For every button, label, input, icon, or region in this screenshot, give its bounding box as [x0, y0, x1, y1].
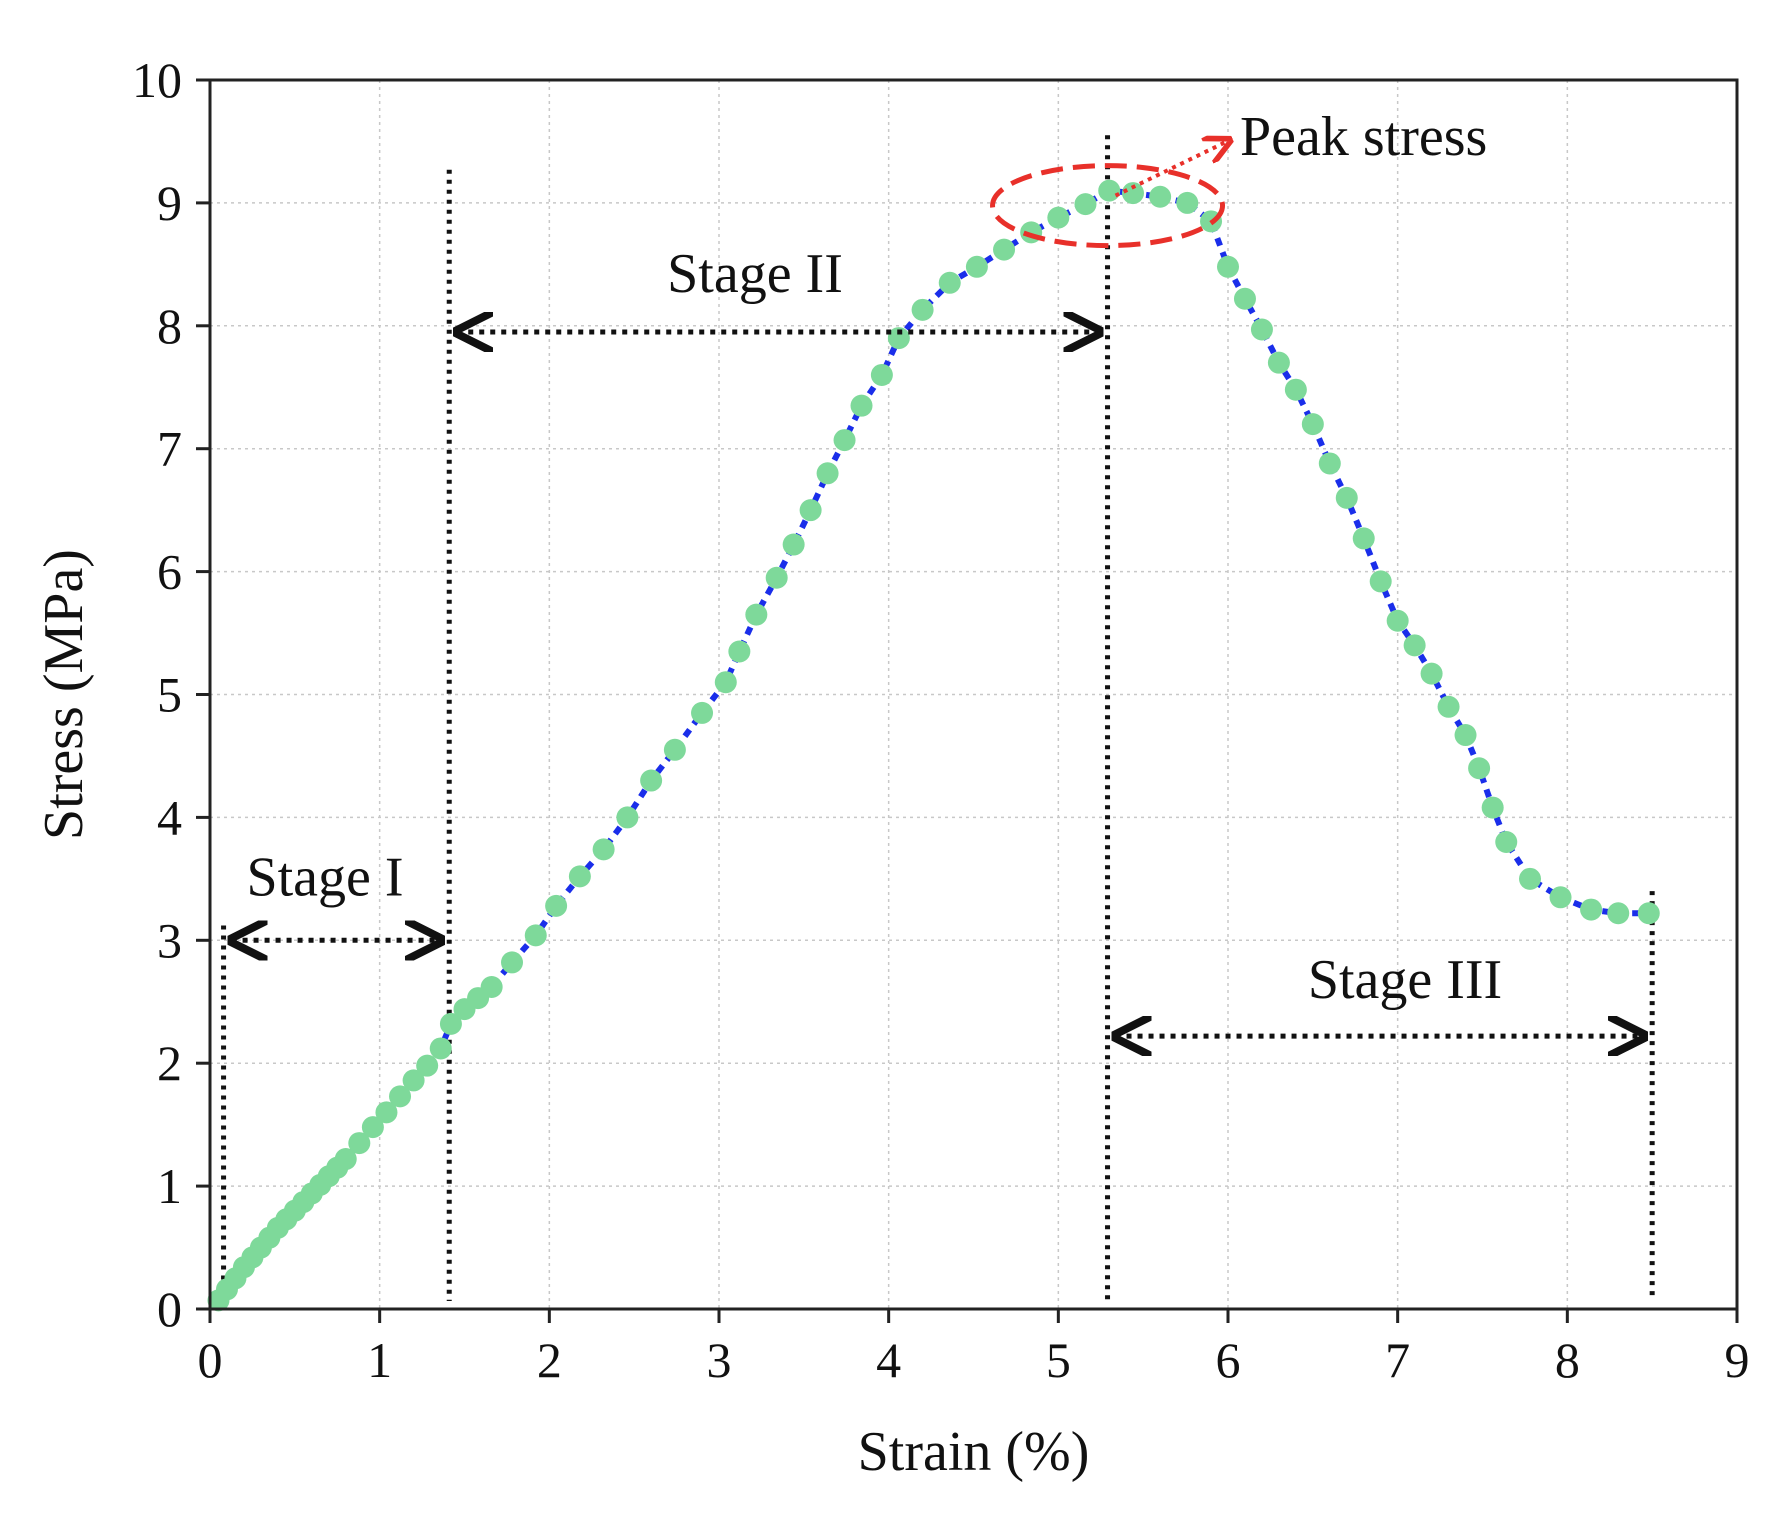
stage-label: Stage I	[246, 846, 403, 908]
data-point	[1580, 898, 1603, 921]
x-tick-label: 3	[707, 1332, 732, 1388]
data-point	[1047, 206, 1070, 229]
stage-label: Stage II	[667, 243, 843, 305]
data-point	[375, 1101, 398, 1124]
data-point	[799, 499, 822, 522]
data-point	[361, 1116, 384, 1139]
data-point	[1301, 413, 1324, 436]
series-line	[216, 187, 1649, 1303]
data-point	[1217, 255, 1239, 278]
data-point	[1352, 527, 1375, 550]
data-point	[1250, 318, 1273, 341]
y-tick-label: 3	[157, 912, 182, 968]
data-point	[1495, 830, 1518, 853]
data-point	[501, 951, 524, 974]
data-point	[1267, 351, 1290, 374]
data-point	[938, 271, 961, 294]
data-point	[833, 429, 856, 452]
data-point	[765, 566, 788, 589]
data-point	[816, 462, 839, 485]
x-axis-title: Strain (%)	[858, 1421, 1090, 1483]
y-tick-label: 6	[157, 544, 182, 600]
y-tick-label: 2	[157, 1035, 182, 1091]
data-point	[850, 394, 873, 417]
data-point	[782, 533, 805, 556]
data-point	[745, 603, 768, 626]
data-point	[1420, 662, 1443, 685]
data-point	[640, 769, 663, 792]
y-tick-label: 9	[157, 175, 182, 231]
x-tick-label: 9	[1725, 1332, 1750, 1388]
data-point	[389, 1085, 412, 1108]
stage-lines	[221, 135, 1655, 1301]
data-point	[1176, 191, 1199, 214]
data-point	[1149, 185, 1172, 208]
x-tick-label: 5	[1046, 1332, 1071, 1388]
peak-stress-label: Peak stress	[1240, 106, 1487, 168]
data-point	[568, 865, 591, 888]
data-point	[1386, 609, 1409, 632]
data-point	[1454, 724, 1477, 747]
data-point	[402, 1069, 425, 1092]
peak-ellipse	[990, 163, 1226, 249]
x-tick-label: 4	[876, 1332, 901, 1388]
data-point	[993, 238, 1016, 261]
data-point	[1074, 193, 1097, 216]
data-point	[439, 1012, 462, 1035]
y-tick-label: 1	[157, 1158, 182, 1214]
x-tick-label: 7	[1385, 1332, 1410, 1388]
data-point	[663, 738, 686, 761]
data-point	[1284, 378, 1307, 401]
data-point	[1121, 182, 1144, 205]
data-point	[1335, 486, 1358, 509]
y-axis-title: Stress (MPa)	[33, 549, 95, 840]
x-tick-label: 2	[537, 1332, 562, 1388]
data-point	[714, 671, 737, 694]
data-point	[1637, 902, 1660, 925]
data-points	[207, 179, 1660, 1312]
x-tick-label: 0	[198, 1332, 223, 1388]
x-axis: 0 1 2 3 4 5 6 7 8 9	[198, 1309, 1750, 1388]
y-tick-label: 7	[157, 421, 182, 477]
data-point	[1098, 179, 1121, 202]
y-tick-label: 5	[157, 667, 182, 723]
data-point	[728, 640, 751, 663]
annotations: Stage I Stage II Stage III Peak stress	[232, 106, 1645, 1036]
data-point	[592, 838, 615, 861]
data-point	[965, 255, 988, 278]
data-point	[1468, 757, 1491, 780]
data-point	[691, 701, 714, 724]
data-point	[1403, 634, 1426, 657]
stage-label: Stage III	[1308, 949, 1502, 1011]
data-point	[1233, 287, 1256, 310]
data-point	[545, 894, 568, 917]
data-point	[1437, 695, 1460, 718]
data-point	[1481, 796, 1504, 819]
data-point	[870, 363, 893, 386]
data-point	[429, 1037, 452, 1060]
y-axis: 0 1 2 3 4 5 6 7 8 9 10	[132, 52, 210, 1337]
data-point	[616, 806, 639, 829]
x-tick-label: 8	[1555, 1332, 1580, 1388]
data-point	[348, 1132, 371, 1155]
y-tick-label: 4	[157, 789, 182, 845]
y-tick-label: 8	[157, 298, 182, 354]
data-point	[1607, 902, 1630, 925]
peak-arrow	[1114, 140, 1230, 198]
x-tick-label: 1	[367, 1332, 392, 1388]
x-tick-label: 6	[1216, 1332, 1241, 1388]
data-point	[911, 298, 934, 321]
data-point	[1318, 452, 1341, 475]
data-point	[1549, 886, 1572, 909]
data-point	[334, 1148, 357, 1171]
data-point	[1369, 570, 1392, 593]
data-point	[416, 1054, 439, 1077]
data-point	[1519, 867, 1542, 890]
data-point	[524, 924, 547, 947]
y-tick-label: 0	[157, 1281, 182, 1337]
y-tick-label: 10	[132, 52, 182, 108]
data-point	[480, 976, 503, 999]
